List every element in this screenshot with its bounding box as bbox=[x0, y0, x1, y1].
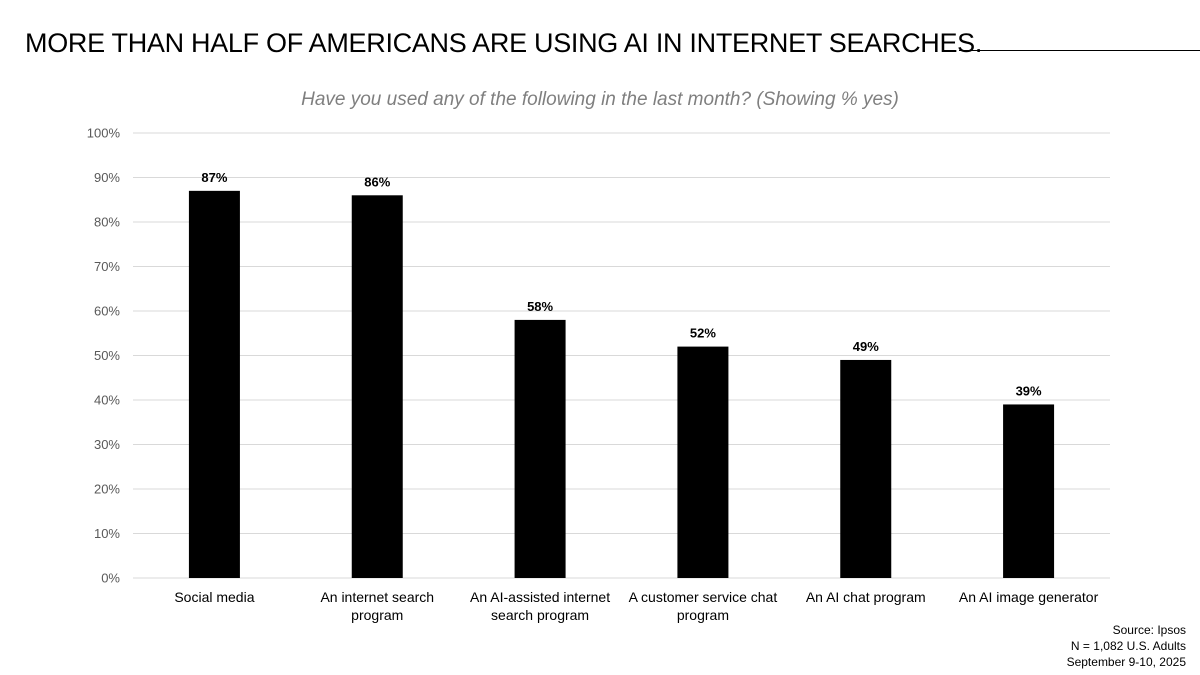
y-tick-label: 0% bbox=[101, 571, 120, 586]
y-tick-label: 80% bbox=[94, 215, 120, 230]
x-category-label: An AI image generator bbox=[959, 589, 1099, 605]
data-label: 39% bbox=[1016, 383, 1042, 398]
x-category-label: Social media bbox=[174, 589, 254, 605]
y-tick-label: 20% bbox=[94, 482, 120, 497]
x-category-label: A customer service chat program bbox=[629, 589, 778, 623]
chart-subtitle: Have you used any of the following in th… bbox=[301, 89, 899, 110]
y-tick-label: 60% bbox=[94, 304, 120, 319]
y-tick-label: 100% bbox=[87, 126, 121, 141]
y-tick-label: 30% bbox=[94, 437, 120, 452]
x-category-label: An AI-assisted internet search program bbox=[470, 589, 610, 623]
y-tick-label: 40% bbox=[94, 393, 120, 408]
bar bbox=[514, 319, 566, 578]
source-note: Source: Ipsos N = 1,082 U.S. Adults Sept… bbox=[1067, 622, 1186, 670]
x-category-label: An internet search program bbox=[320, 589, 434, 623]
bar bbox=[840, 359, 892, 578]
y-tick-label: 50% bbox=[94, 348, 120, 363]
data-label: 49% bbox=[853, 339, 879, 354]
source-line: Source: Ipsos bbox=[1112, 623, 1186, 637]
data-label: 87% bbox=[201, 170, 227, 185]
field-dates-line: September 9-10, 2025 bbox=[1066, 655, 1186, 669]
data-label: 86% bbox=[364, 174, 390, 189]
headline-row: MORE THAN HALF OF AMERICANS ARE USING AI… bbox=[25, 28, 1200, 68]
sample-size-line: N = 1,082 U.S. Adults bbox=[1070, 639, 1186, 653]
y-tick-label: 70% bbox=[94, 259, 120, 274]
bar bbox=[351, 195, 403, 579]
x-category-label: An AI chat program bbox=[806, 589, 926, 605]
bar bbox=[1003, 404, 1055, 578]
bar bbox=[677, 346, 729, 578]
bar bbox=[188, 190, 240, 578]
headline: MORE THAN HALF OF AMERICANS ARE USING AI… bbox=[25, 28, 983, 58]
data-label: 52% bbox=[690, 326, 716, 341]
headline-rule bbox=[959, 50, 1200, 51]
y-tick-label: 90% bbox=[94, 170, 120, 185]
y-tick-label: 10% bbox=[94, 526, 120, 541]
data-label: 58% bbox=[527, 299, 553, 314]
